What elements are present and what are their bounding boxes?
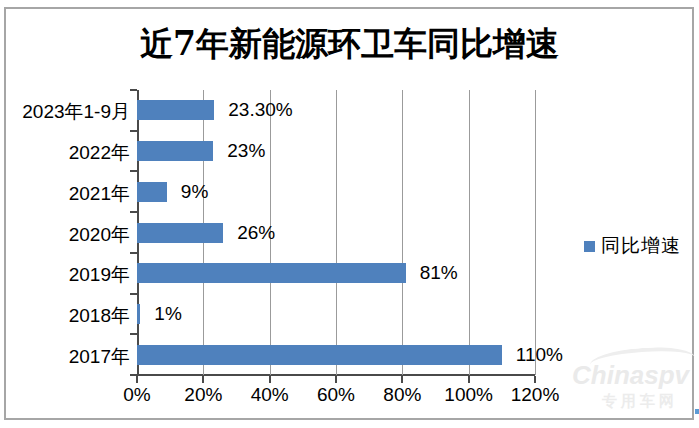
x-tick bbox=[335, 376, 337, 383]
bar-2019年 bbox=[137, 263, 406, 283]
category-label: 2020年 bbox=[0, 222, 130, 248]
gridline-60% bbox=[336, 90, 337, 375]
x-axis-label: 0% bbox=[123, 384, 150, 406]
y-tick bbox=[130, 333, 137, 335]
x-axis-label: 60% bbox=[317, 384, 355, 406]
category-label: 2017年 bbox=[0, 344, 130, 370]
value-label: 23% bbox=[227, 140, 265, 162]
x-tick bbox=[534, 376, 536, 383]
bar-2017年 bbox=[137, 345, 502, 365]
gridline-80% bbox=[402, 90, 403, 375]
legend-label: 同比增速 bbox=[601, 233, 681, 259]
watermark-subtext: 专用车网 bbox=[602, 392, 678, 411]
chart-title: 近7年新能源环卫车同比增速 bbox=[0, 22, 699, 67]
bar-2023年1-9月 bbox=[137, 100, 214, 120]
x-tick bbox=[202, 376, 204, 383]
value-label: 26% bbox=[237, 222, 275, 244]
y-tick bbox=[130, 374, 137, 376]
x-axis-label: 20% bbox=[184, 384, 222, 406]
y-tick bbox=[130, 211, 137, 213]
y-tick bbox=[130, 293, 137, 295]
x-tick bbox=[468, 376, 470, 383]
y-tick bbox=[130, 89, 137, 91]
y-tick bbox=[130, 252, 137, 254]
value-label: 81% bbox=[420, 262, 458, 284]
plot-area: 23.30%23%9%26%81%1%110% bbox=[137, 90, 535, 375]
bar-2021年 bbox=[137, 182, 167, 202]
category-label: 2019年 bbox=[0, 262, 130, 288]
value-label: 110% bbox=[516, 344, 563, 366]
gridline-100% bbox=[469, 90, 470, 375]
x-tick bbox=[401, 376, 403, 383]
bar-2018年 bbox=[137, 304, 140, 324]
x-axis-label: 100% bbox=[444, 384, 493, 406]
y-tick bbox=[130, 130, 137, 132]
x-axis-label: 80% bbox=[383, 384, 421, 406]
legend-swatch bbox=[584, 241, 595, 252]
category-label: 2021年 bbox=[0, 181, 130, 207]
x-axis-label: 40% bbox=[251, 384, 289, 406]
x-tick bbox=[136, 376, 138, 383]
category-label: 2018年 bbox=[0, 303, 130, 329]
bar-2020年 bbox=[137, 223, 223, 243]
legend: 同比增速 bbox=[584, 233, 681, 259]
x-axis-label: 120% bbox=[511, 384, 560, 406]
value-label: 23.30% bbox=[228, 99, 292, 121]
x-tick bbox=[269, 376, 271, 383]
watermark-blue-dot bbox=[695, 409, 699, 414]
bar-2022年 bbox=[137, 141, 213, 161]
y-tick bbox=[130, 170, 137, 172]
value-label: 9% bbox=[181, 181, 208, 203]
category-label: 2022年 bbox=[0, 140, 130, 166]
gridline-120% bbox=[535, 90, 536, 375]
value-label: 1% bbox=[154, 303, 181, 325]
watermark: Chinaspv bbox=[572, 360, 689, 391]
category-label: 2023年1-9月 bbox=[0, 99, 130, 125]
